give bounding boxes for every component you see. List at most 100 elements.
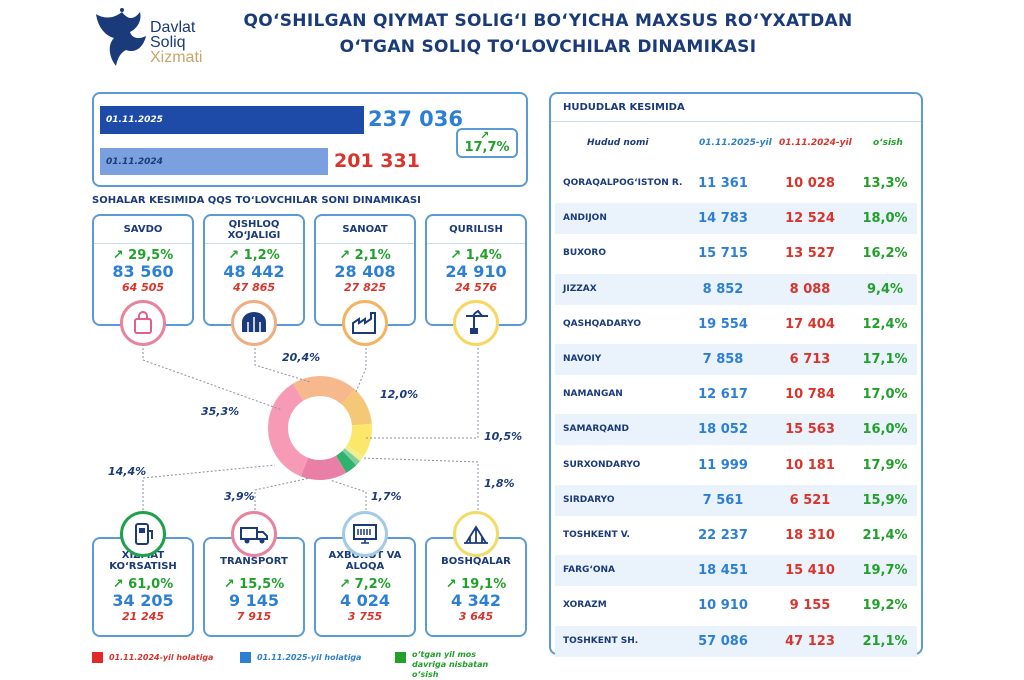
other-icon [453,511,499,557]
region-2025: 19 554 [698,316,748,332]
region-2025: 11 999 [698,457,748,473]
region-name: SAMARQAND [563,424,629,435]
sector-donut-chart [268,376,372,480]
sector-growth-value: 1,4% [465,248,502,263]
region-growth: 19,7% [862,563,908,579]
regions-table-title: HUDUDLAR KESIMIDA [551,94,921,122]
sector-value-2024: 21 245 [121,610,165,623]
region-name: SIRDARYO [563,494,615,505]
donut-slice-0 [268,383,309,477]
service-icon [120,511,166,557]
region-2024: 15 410 [785,563,835,579]
table-row: SAMARQAND 18 052 15 563 16,0% [555,414,917,446]
region-2024: 17 404 [785,316,835,332]
region-growth: 12,4% [862,316,908,332]
logo-emblem-icon [96,8,146,66]
sector-value-2024: 24 576 [454,281,498,294]
sector-growth-value: 61,0% [128,577,174,592]
region-name: NAVOIY [563,354,602,364]
region-name: BUXORO [563,248,607,259]
region-name: NAMANGAN [563,389,623,400]
region-growth: 15,9% [862,492,908,508]
sector-value-2024: 3 645 [458,610,494,623]
donut-slice-1 [292,376,355,405]
sector-name: QURILISH [427,216,525,244]
trend-up-icon: ↗ [112,577,129,592]
pct-sanoat: 12,0% [380,388,419,401]
region-2024: 6 521 [789,492,831,508]
sector-name: TRANSPORT [220,555,288,567]
region-2025: 12 617 [698,387,748,403]
region-name: QASHQADARYO [563,318,641,329]
table-row: QORAQALPOG‘ISTON R. 11 361 10 028 13,3% [555,168,917,199]
pct-axborot: 1,7% [371,490,402,503]
region-growth: 21,1% [862,633,908,649]
connector-lines [142,348,479,510]
sector-name: SANOAT [316,216,414,244]
region-growth: 18,0% [862,211,908,227]
sector-growth-value: 19,1% [461,577,507,592]
sector-value-2024: 27 825 [343,281,387,294]
region-growth: 19,2% [862,598,908,614]
region-2024: 47 123 [785,633,835,649]
page-title: QO‘SHILGAN QIYMAT SOLIG‘I BO‘YICHA MAXSU… [238,8,858,60]
region-growth: 17,9% [862,457,908,473]
region-2025: 18 451 [698,563,748,579]
sector-value-2025: 83 560 [112,262,174,281]
legend-green-swatch [395,652,406,663]
legend-2025: 01.11.2025-yil holatiga [240,652,361,663]
region-2025: 11 361 [698,176,748,191]
sector-name: SAVDO [94,216,192,244]
region-2024: 12 524 [785,211,835,227]
region-growth: 16,2% [862,246,908,262]
region-2025: 14 783 [698,211,748,227]
table-row: FARG‘ONA 18 451 15 410 19,7% [555,555,917,587]
greenhouse-icon [231,300,277,346]
sector-name: BOSHQALAR [441,555,511,567]
title-line1: QO‘SHILGAN QIYMAT SOLIG‘I BO‘YICHA MAXSU… [243,11,853,31]
legend-2024-label: 01.11.2024-yil holatiga [109,653,214,662]
donut-slice-3 [346,423,372,457]
bar-2024-date: 01.11.2024 [106,157,163,167]
logo-line3: Xizmati [150,49,203,66]
region-2024: 6 713 [789,352,831,367]
sector-growth-value: 7,2% [354,577,391,592]
legend-2024: 01.11.2024-yil holatiga [92,652,213,663]
sector-value-2024: 64 505 [121,281,165,294]
donut-slice-4 [344,445,364,462]
table-row: BUXORO 15 715 13 527 16,2% [555,238,917,269]
table-row: JIZZAX 8 852 8 088 9,4% [555,273,917,305]
sector-value-2025: 9 145 [228,591,280,610]
bar-2024: 01.11.2024 [100,148,328,175]
table-row: SURXONDARYO 11 999 10 181 17,9% [555,450,917,481]
region-name: QORAQALPOG‘ISTON R. [563,178,683,188]
sector-value-2024: 47 865 [232,281,276,294]
legend-2025-label: 01.11.2025-yil holatiga [257,653,362,662]
sector-value-2025: 4 024 [339,591,391,610]
sector-growth: ↗ 1,4% [427,248,525,263]
region-growth: 9,4% [866,281,904,297]
region-growth: 21,4% [862,528,908,543]
region-name: ANDIJON [563,213,607,224]
pct-qurilish: 10,5% [484,430,523,443]
region-2024: 18 310 [785,528,835,543]
donut-slice-7 [300,455,347,480]
region-name: FARG‘ONA [563,565,615,576]
region-2025: 15 715 [698,246,748,262]
total-growth-box: ↗ 17,7% [456,128,518,158]
region-name: XORAZM [563,600,607,611]
sector-growth: ↗ 15,5% [205,577,303,592]
sector-growth-value: 2,1% [354,248,391,263]
trend-up-icon: ↗ [112,248,129,263]
donut-slice-6 [336,450,357,473]
header-region: Hudud nomi [587,138,649,148]
sector-growth: ↗ 19,1% [427,577,525,592]
region-growth: 16,0% [862,422,908,438]
table-row: TOSHKENT SH. 57 086 47 123 21,1% [555,625,917,657]
region-2024: 10 028 [785,176,835,191]
region-2025: 10 910 [698,598,748,614]
sector-value-2025: 4 342 [450,591,502,610]
table-row: QASHQADARYO 19 554 17 404 12,4% [555,309,917,340]
value-2025: 237 036 [368,107,463,131]
header-2024: 01.11.2024-yil [779,138,852,148]
